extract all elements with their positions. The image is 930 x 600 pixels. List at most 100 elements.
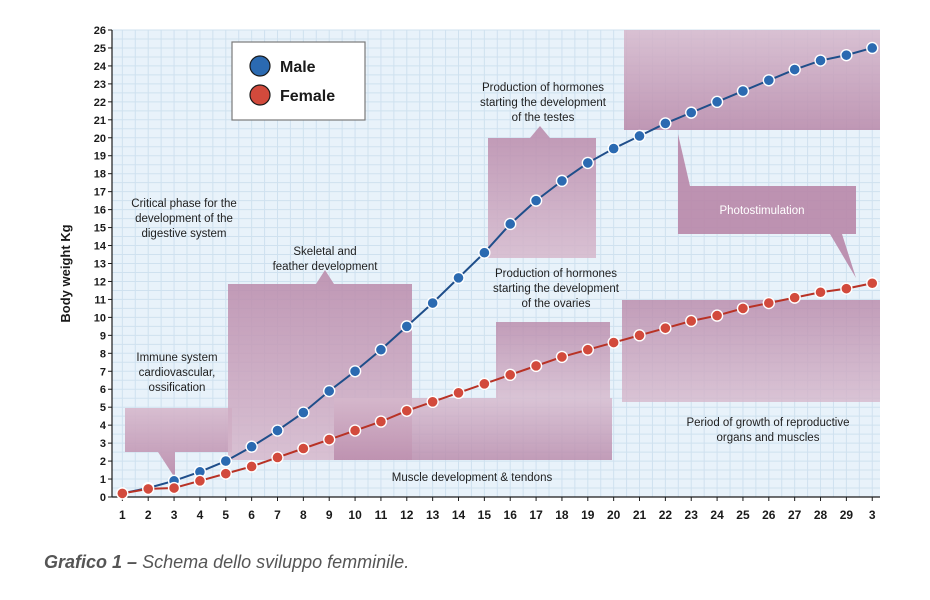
data-point-male bbox=[452, 271, 465, 285]
y-tick-label: 11 bbox=[94, 294, 106, 306]
series-male bbox=[116, 41, 879, 500]
x-tick-label: 22 bbox=[659, 508, 673, 522]
data-point-female bbox=[685, 314, 698, 328]
data-point-male bbox=[348, 365, 362, 378]
x-tick-label: 16 bbox=[504, 508, 518, 522]
data-point-female bbox=[348, 424, 362, 437]
callout-immune bbox=[125, 408, 232, 478]
y-tick-label: 20 bbox=[94, 133, 106, 145]
data-point-male bbox=[478, 246, 491, 259]
data-point-male bbox=[736, 84, 750, 98]
x-tick-label: 29 bbox=[840, 508, 854, 522]
y-tick-label: 22 bbox=[94, 97, 106, 109]
y-tick-label: 3 bbox=[100, 438, 106, 450]
data-point-female bbox=[529, 359, 543, 373]
figure-caption: Grafico 1 – Schema dello sviluppo femmin… bbox=[44, 552, 409, 573]
data-point-male bbox=[323, 384, 336, 398]
y-tick-label: 19 bbox=[94, 151, 106, 163]
x-tick-label: 3 bbox=[171, 508, 178, 522]
y-tick-label: 0 bbox=[100, 492, 106, 504]
data-point-female bbox=[374, 415, 388, 428]
data-point-male bbox=[400, 320, 413, 333]
callout-muscle bbox=[334, 398, 612, 460]
y-tick-label: 17 bbox=[94, 187, 106, 199]
data-point-female bbox=[788, 291, 801, 304]
data-point-female bbox=[736, 302, 750, 315]
data-point-female bbox=[814, 286, 827, 299]
y-tick-label: 10 bbox=[94, 312, 106, 324]
callout-photo bbox=[678, 134, 856, 278]
y-tick-label: 4 bbox=[100, 420, 107, 432]
data-point-female bbox=[142, 482, 155, 496]
x-tick-label: 5 bbox=[222, 508, 229, 522]
data-point-male bbox=[710, 95, 724, 109]
annotation-digestive: digestive system bbox=[141, 228, 226, 240]
x-tick-label: 17 bbox=[529, 508, 543, 522]
data-point-male bbox=[555, 174, 569, 188]
y-tick-label: 5 bbox=[100, 402, 106, 414]
data-point-male bbox=[788, 63, 801, 76]
x-tick-label: 23 bbox=[685, 508, 699, 522]
legend-label-female: Female bbox=[280, 88, 335, 105]
legend-box bbox=[231, 41, 366, 121]
x-tick-label: 13 bbox=[426, 508, 440, 522]
data-point-female bbox=[866, 277, 879, 290]
x-tick-label: 2 bbox=[145, 508, 152, 522]
x-tick-label: 7 bbox=[274, 508, 281, 522]
x-tick-label: 6 bbox=[248, 508, 255, 522]
x-tick-label: 9 bbox=[326, 508, 333, 522]
data-point-male bbox=[659, 117, 672, 130]
y-tick-label: 12 bbox=[94, 276, 106, 288]
y-tick-label: 6 bbox=[100, 384, 106, 396]
annotation-reproductive: Period of growth of reproductive bbox=[686, 417, 849, 429]
y-tick-label: 18 bbox=[94, 169, 106, 181]
data-point-male bbox=[581, 156, 594, 170]
growth-chart: 0 1 2 3 4 5 6 7 8 9 10 11 12 13 14 15 16 17 18 19 20 21 22 23 24… bbox=[58, 25, 880, 522]
x-tick-label: 27 bbox=[788, 508, 802, 522]
annotation-digestive: development of the bbox=[135, 213, 233, 225]
data-point-female bbox=[840, 282, 853, 295]
data-point-male bbox=[607, 142, 620, 155]
legend-marker-female bbox=[249, 84, 271, 106]
x-tick-label: 20 bbox=[607, 508, 621, 522]
growth-chart-svg: 0123456789101112131415161718192021222324… bbox=[58, 25, 880, 522]
data-point-male bbox=[529, 194, 543, 207]
data-point-male bbox=[814, 54, 827, 67]
callout-reproductive bbox=[622, 300, 880, 402]
data-point-female bbox=[555, 350, 569, 364]
data-point-female bbox=[762, 296, 776, 310]
data-point-female bbox=[193, 474, 207, 488]
legend-label-male: Male bbox=[280, 59, 316, 76]
x-tick-label: 12 bbox=[400, 508, 414, 522]
x-tick-label: 15 bbox=[478, 508, 492, 522]
annotation-testes: starting the development bbox=[480, 97, 607, 109]
data-point-female bbox=[607, 336, 620, 349]
x-tick-label: 4 bbox=[197, 508, 204, 522]
data-point-male bbox=[297, 406, 310, 419]
annotation-ovaries: starting the development bbox=[493, 283, 620, 295]
data-point-female bbox=[504, 368, 517, 382]
y-tick-label: 26 bbox=[94, 25, 106, 37]
annotation-skeletal: feather development bbox=[273, 261, 379, 273]
y-axis-label: Body weight Kg bbox=[58, 224, 73, 322]
data-point-female bbox=[581, 343, 594, 356]
annotation-immune: Immune system bbox=[136, 352, 217, 364]
data-point-female bbox=[400, 404, 413, 417]
y-tick-label: 9 bbox=[100, 330, 106, 342]
callout-top-right bbox=[624, 30, 880, 130]
y-tick-label: 14 bbox=[94, 241, 107, 253]
annotation-reproductive: organs and muscles bbox=[717, 432, 820, 444]
data-point-female bbox=[659, 321, 672, 335]
data-point-female bbox=[116, 487, 129, 500]
x-tick-label: 1 bbox=[119, 508, 126, 522]
y-tick-label: 25 bbox=[94, 43, 106, 55]
caption-text: Schema dello sviluppo femminile. bbox=[142, 552, 410, 572]
annotation-ovaries: Production of hormones bbox=[495, 268, 617, 280]
data-point-male bbox=[504, 217, 517, 231]
caption-label: Grafico 1 – bbox=[44, 552, 138, 572]
y-tick-label: 8 bbox=[100, 348, 106, 360]
data-point-female bbox=[297, 442, 310, 455]
data-point-male bbox=[374, 343, 388, 356]
data-point-female bbox=[167, 481, 181, 495]
y-tick-label: 7 bbox=[100, 366, 106, 378]
